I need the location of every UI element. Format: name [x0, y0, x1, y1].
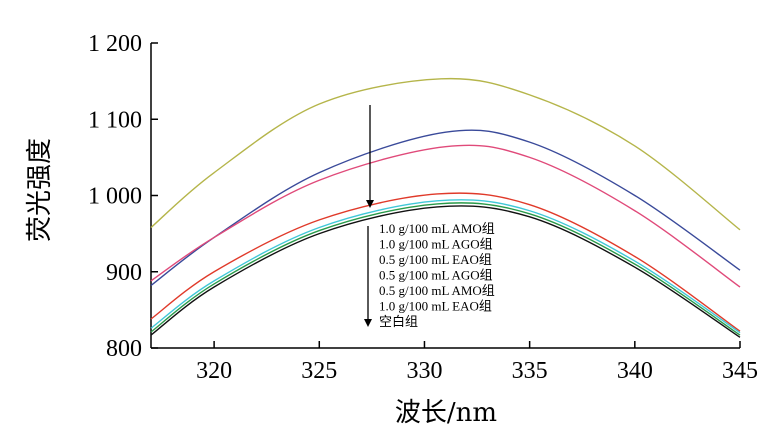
arrow-head: [366, 200, 374, 208]
legend-entry-6: 1.0 g/100 mL EAO组: [379, 299, 492, 314]
legend-entry-5: 0.5 g/100 mL AMO组: [379, 283, 495, 298]
series-line-5: [150, 199, 741, 334]
series-line-1: [150, 77, 741, 231]
arrow-head: [364, 319, 372, 327]
x-tick-label: 345: [722, 358, 758, 384]
x-tick-label: 340: [617, 358, 653, 384]
legend-entry-3: 0.5 g/100 mL EAO组: [379, 252, 492, 267]
legend-entry-4: 0.5 g/100 mL AGO组: [379, 268, 493, 283]
series-line-4: [150, 192, 741, 332]
x-tick-label: 325: [301, 358, 337, 384]
y-tick-label: 1 000: [88, 184, 142, 210]
legend-entry-2: 1.0 g/100 mL AGO组: [379, 237, 493, 252]
y-tick-label: 900: [106, 260, 142, 286]
arrow-legend: [364, 226, 372, 327]
x-tick-label: 335: [512, 358, 548, 384]
axes: 320 325 330 335 340 345 800 900 1 000 1 100 1 200: [88, 31, 758, 384]
legend-entry-1: 1.0 g/100 mL AMO组: [379, 221, 495, 236]
y-tick-label: 1 100: [88, 107, 142, 133]
arrow-top: [366, 105, 374, 208]
series-line-3: [150, 144, 741, 288]
x-tick-label: 320: [196, 358, 232, 384]
x-tick-label: 330: [406, 358, 442, 384]
series-line-6: [150, 202, 741, 336]
series-layer: [150, 77, 741, 338]
y-tick-label: 800: [106, 336, 142, 362]
legend-entry-7: 空白组: [379, 314, 418, 329]
y-axis-title: 荧光强度: [25, 138, 55, 242]
y-tick-label: 1 200: [88, 31, 142, 57]
series-line-7: [150, 205, 741, 338]
x-axis-title: 波长/nm: [395, 398, 497, 428]
